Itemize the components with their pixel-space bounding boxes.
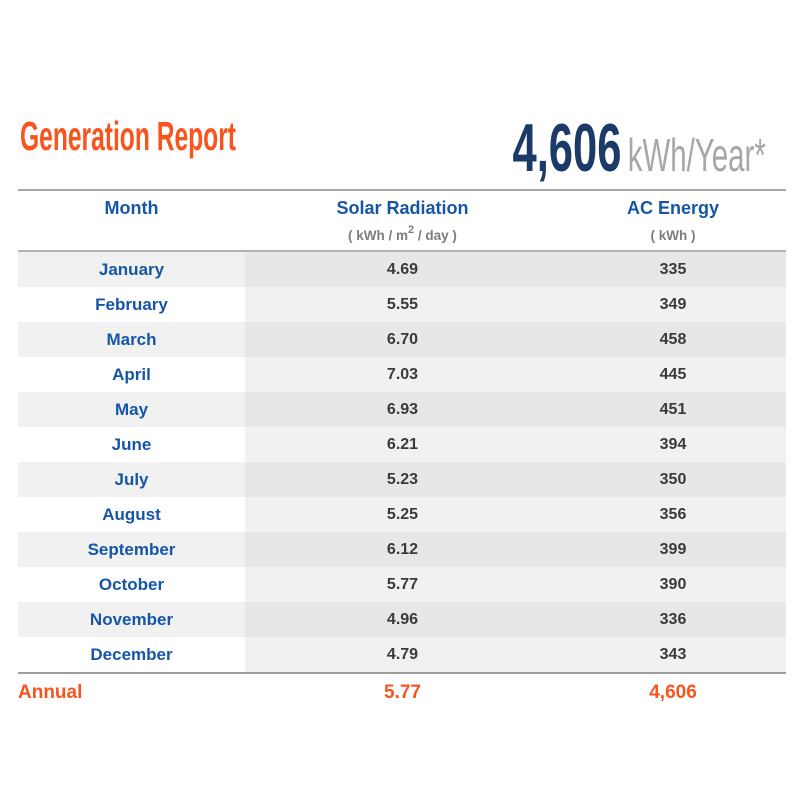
solar-radiation-cell: 4.79 <box>245 637 560 672</box>
table-row: February 5.55 349 <box>18 287 786 322</box>
month-name-cell: July <box>18 462 245 497</box>
units-solar-radiation: ( kWh / m2 / day ) <box>245 224 560 248</box>
solar-radiation-cell: 4.69 <box>245 252 560 287</box>
solar-radiation-cell: 6.21 <box>245 427 560 462</box>
units-ac-energy: ( kWh ) <box>650 228 696 243</box>
table-row: October 5.77 390 <box>18 567 786 602</box>
table-body: January 4.69 335 February 5.55 349 March 6.70 45… <box>18 252 786 672</box>
annual-total-value: 4,606 <box>512 110 622 186</box>
column-header-ac-energy: AC Energy <box>626 198 720 218</box>
table-units-row: ( kWh / m2 / day ) ( kWh ) <box>18 224 786 248</box>
ac-energy-cell: 335 <box>560 252 786 287</box>
month-name-cell: February <box>18 287 245 322</box>
ac-energy-cell: 451 <box>560 392 786 427</box>
annual-total-stat: 4,606 kWh/Year* <box>513 114 766 182</box>
units-solar-post: / day ) <box>414 228 457 243</box>
units-month-spacer <box>18 224 245 248</box>
table-row: May 6.93 451 <box>18 392 786 427</box>
table-row: June 6.21 394 <box>18 427 786 462</box>
table-row: January 4.69 335 <box>18 252 786 287</box>
table-row: August 5.25 356 <box>18 497 786 532</box>
table-row: July 5.23 350 <box>18 462 786 497</box>
ac-energy-cell: 343 <box>560 637 786 672</box>
ac-energy-cell: 458 <box>560 322 786 357</box>
column-header-solar-radiation: Solar Radiation <box>336 198 469 218</box>
table-header-row: Month Solar Radiation AC Energy <box>18 197 786 219</box>
annual-label: Annual <box>18 682 83 703</box>
month-name-cell: September <box>18 532 245 567</box>
table-row: March 6.70 458 <box>18 322 786 357</box>
solar-radiation-cell: 5.23 <box>245 462 560 497</box>
ac-energy-cell: 399 <box>560 532 786 567</box>
solar-radiation-cell: 4.96 <box>245 602 560 637</box>
month-name-cell: November <box>18 602 245 637</box>
units-solar-superscript: 2 <box>408 223 415 236</box>
solar-radiation-cell: 6.70 <box>245 322 560 357</box>
table-row: April 7.03 445 <box>18 357 786 392</box>
ac-energy-cell: 349 <box>560 287 786 322</box>
ac-energy-cell: 445 <box>560 357 786 392</box>
month-name-cell: May <box>18 392 245 427</box>
month-name-cell: August <box>18 497 245 532</box>
ac-energy-cell: 336 <box>560 602 786 637</box>
ac-energy-cell: 350 <box>560 462 786 497</box>
annual-total-unit: kWh/Year* <box>628 129 766 181</box>
units-solar-pre: ( kWh / m <box>348 228 409 243</box>
table-row: December 4.79 343 <box>18 637 786 672</box>
solar-radiation-cell: 6.93 <box>245 392 560 427</box>
table-row: November 4.96 336 <box>18 602 786 637</box>
solar-radiation-cell: 7.03 <box>245 357 560 392</box>
month-name-cell: December <box>18 637 245 672</box>
month-name-cell: October <box>18 567 245 602</box>
annual-summary-row: Annual 5.77 4,606 <box>18 676 786 710</box>
month-name-cell: March <box>18 322 245 357</box>
ac-energy-cell: 394 <box>560 427 786 462</box>
table-bottom-divider <box>18 672 786 674</box>
month-name-cell: January <box>18 252 245 287</box>
header-divider <box>18 189 786 191</box>
column-header-month: Month <box>104 198 159 218</box>
ac-energy-cell: 390 <box>560 567 786 602</box>
table-row: September 6.12 399 <box>18 532 786 567</box>
solar-radiation-cell: 5.55 <box>245 287 560 322</box>
solar-radiation-cell: 6.12 <box>245 532 560 567</box>
solar-radiation-cell: 5.77 <box>245 567 560 602</box>
ac-energy-cell: 356 <box>560 497 786 532</box>
month-name-cell: April <box>18 357 245 392</box>
page-title: Generation Report <box>20 113 236 159</box>
month-name-cell: June <box>18 427 245 462</box>
solar-radiation-cell: 5.25 <box>245 497 560 532</box>
annual-solar-value: 5.77 <box>384 682 421 703</box>
annual-ac-value: 4,606 <box>649 682 697 703</box>
units-divider <box>18 250 786 252</box>
